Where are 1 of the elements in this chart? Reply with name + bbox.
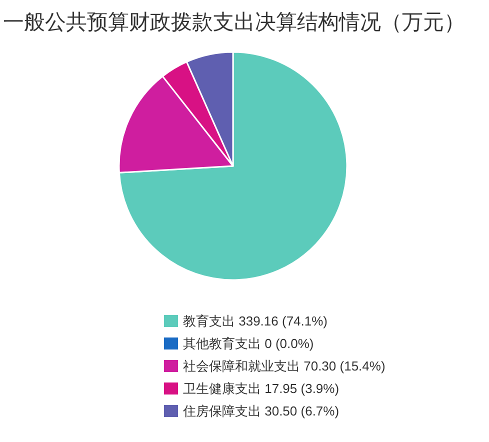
title: 一般公共预算财政拨款支出决算结构情况（万元）: [3, 11, 465, 34]
